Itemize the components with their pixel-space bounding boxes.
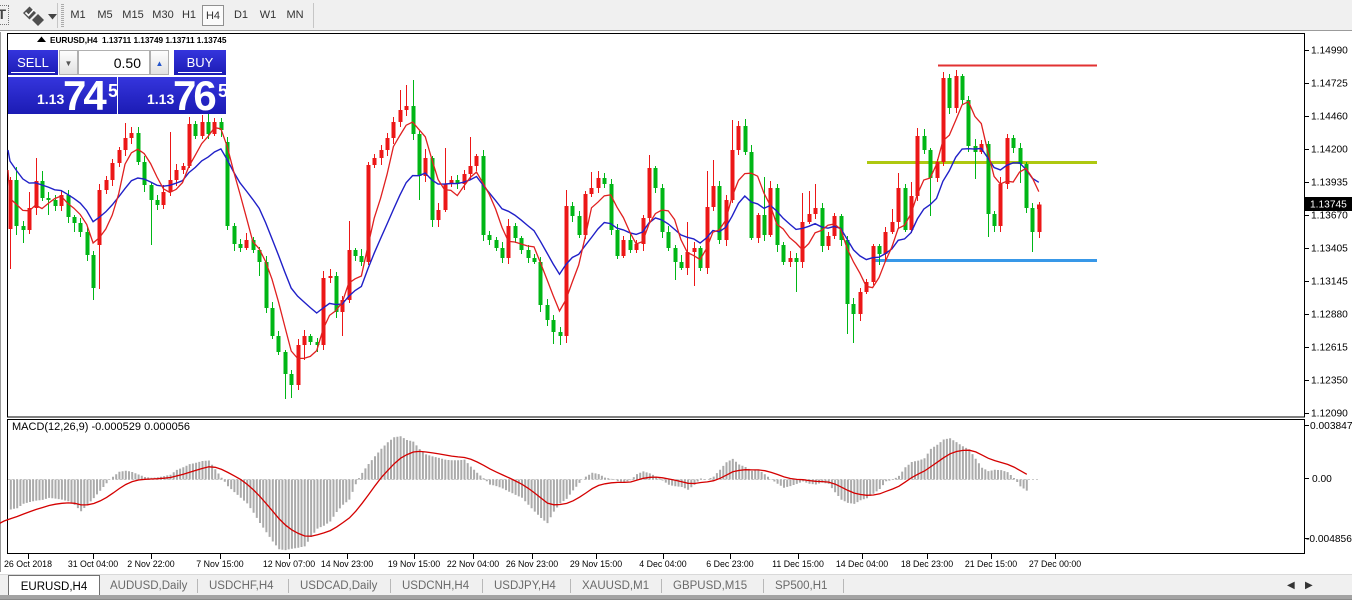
svg-text:29 Nov 15:00: 29 Nov 15:00 — [570, 559, 622, 569]
svg-text:1.13745: 1.13745 — [1310, 200, 1347, 211]
svg-text:4 Dec 04:00: 4 Dec 04:00 — [639, 559, 687, 569]
svg-text:1.12615: 1.12615 — [1311, 343, 1348, 354]
svg-text:0.003847: 0.003847 — [1310, 421, 1352, 432]
svg-text:26 Oct 2018: 26 Oct 2018 — [4, 559, 52, 569]
svg-text:1.13145: 1.13145 — [1311, 277, 1348, 288]
svg-text:21 Dec 15:00: 21 Dec 15:00 — [965, 559, 1017, 569]
svg-text:12 Nov 07:00: 12 Nov 07:00 — [263, 559, 315, 569]
svg-text:1.14200: 1.14200 — [1311, 145, 1348, 156]
svg-text:EURUSD,H4 1.13711 1.13749 1.1: EURUSD,H4 1.13711 1.13749 1.13711 1.1374… — [50, 35, 227, 45]
svg-text:14 Dec 04:00: 14 Dec 04:00 — [836, 559, 888, 569]
svg-text:1.13935: 1.13935 — [1311, 178, 1348, 189]
svg-text:26 Nov 23:00: 26 Nov 23:00 — [506, 559, 558, 569]
svg-text:1.13670: 1.13670 — [1311, 211, 1348, 222]
svg-text:1.14460: 1.14460 — [1311, 112, 1348, 123]
svg-text:-0.004856: -0.004856 — [1306, 534, 1352, 545]
svg-text:1.12090: 1.12090 — [1311, 409, 1348, 420]
svg-text:19 Nov 15:00: 19 Nov 15:00 — [388, 559, 440, 569]
svg-text:7 Nov 15:00: 7 Nov 15:00 — [196, 559, 244, 569]
svg-text:27 Dec 00:00: 27 Dec 00:00 — [1029, 559, 1081, 569]
svg-text:11 Dec 15:00: 11 Dec 15:00 — [772, 559, 824, 569]
svg-text:1.12350: 1.12350 — [1311, 376, 1348, 387]
svg-text:6 Dec 23:00: 6 Dec 23:00 — [706, 559, 754, 569]
svg-text:1.14990: 1.14990 — [1311, 46, 1348, 57]
svg-text:1.12880: 1.12880 — [1311, 310, 1348, 321]
svg-text:1.14725: 1.14725 — [1311, 79, 1348, 90]
svg-text:1.13405: 1.13405 — [1311, 244, 1348, 255]
svg-text:22 Nov 04:00: 22 Nov 04:00 — [447, 559, 499, 569]
svg-text:2 Nov 22:00: 2 Nov 22:00 — [127, 559, 175, 569]
svg-text:18 Dec 23:00: 18 Dec 23:00 — [901, 559, 953, 569]
svg-text:31 Oct 04:00: 31 Oct 04:00 — [68, 559, 118, 569]
svg-text:MACD(12,26,9) -0.000529 0.0000: MACD(12,26,9) -0.000529 0.000056 — [12, 421, 190, 433]
svg-text:0.00: 0.00 — [1312, 474, 1332, 485]
svg-text:14 Nov 23:00: 14 Nov 23:00 — [321, 559, 373, 569]
